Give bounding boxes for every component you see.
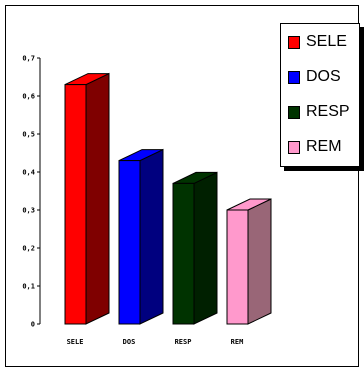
x-axis-labels: SELE DOS RESP REM: [67, 338, 244, 346]
bar-chart: 0 0,1 0,2 0,3 0,4 0,5 0,6 0,7 SELE DOS RESP REM: [22, 55, 272, 346]
legend-swatch-sele: [288, 35, 300, 49]
bar-front-rem: [226, 209, 249, 325]
legend-swatch-rem: [288, 140, 300, 154]
y-tick-label: 0,7: [22, 55, 35, 63]
bar-front-resp: [172, 182, 195, 325]
bar-resp: [172, 171, 218, 325]
legend-swatch-resp: [288, 105, 300, 119]
y-axis-ticks: 0 0,1 0,2 0,3 0,4 0,5 0,6 0,7: [22, 55, 40, 329]
x-tick-label-dos: DOS: [123, 338, 136, 346]
bar-side-rem: [247, 198, 272, 325]
y-tick-label: 0,3: [22, 207, 35, 215]
bar-side-sele: [85, 72, 110, 325]
bar-side-resp: [193, 171, 218, 325]
legend-swatch-dos: [288, 70, 300, 84]
x-tick-label-resp: RESP: [175, 338, 192, 346]
chart-frame: 0 0,1 0,2 0,3 0,4 0,5 0,6 0,7 SELE DOS RESP REM SE…: [5, 5, 360, 367]
bar-rem: [226, 198, 272, 325]
bars: [64, 72, 272, 325]
bar-front-sele: [64, 84, 87, 325]
legend-label-dos: DOS: [306, 68, 341, 85]
x-tick-label-rem: REM: [231, 338, 244, 346]
y-tick-label: 0,5: [22, 131, 35, 139]
legend: SELE DOS RESP REM: [280, 23, 360, 167]
y-tick-label: 0,4: [22, 169, 35, 177]
y-tick-label: 0: [31, 321, 35, 329]
bar-side-dos: [139, 148, 164, 325]
legend-label-resp: RESP: [306, 103, 350, 120]
y-tick-label: 0,6: [22, 93, 35, 101]
legend-label-rem: REM: [306, 138, 342, 155]
x-tick-label-sele: SELE: [67, 338, 84, 346]
bar-dos: [118, 148, 164, 325]
y-tick-label: 0,1: [22, 283, 35, 291]
legend-label-sele: SELE: [306, 33, 347, 50]
legend-item-sele: SELE: [288, 32, 347, 52]
legend-item-resp: RESP: [288, 102, 350, 122]
bar-sele: [64, 72, 110, 325]
legend-item-dos: DOS: [288, 67, 341, 87]
y-tick-label: 0,2: [22, 245, 35, 253]
bar-front-dos: [118, 160, 141, 325]
legend-item-rem: REM: [288, 137, 342, 157]
